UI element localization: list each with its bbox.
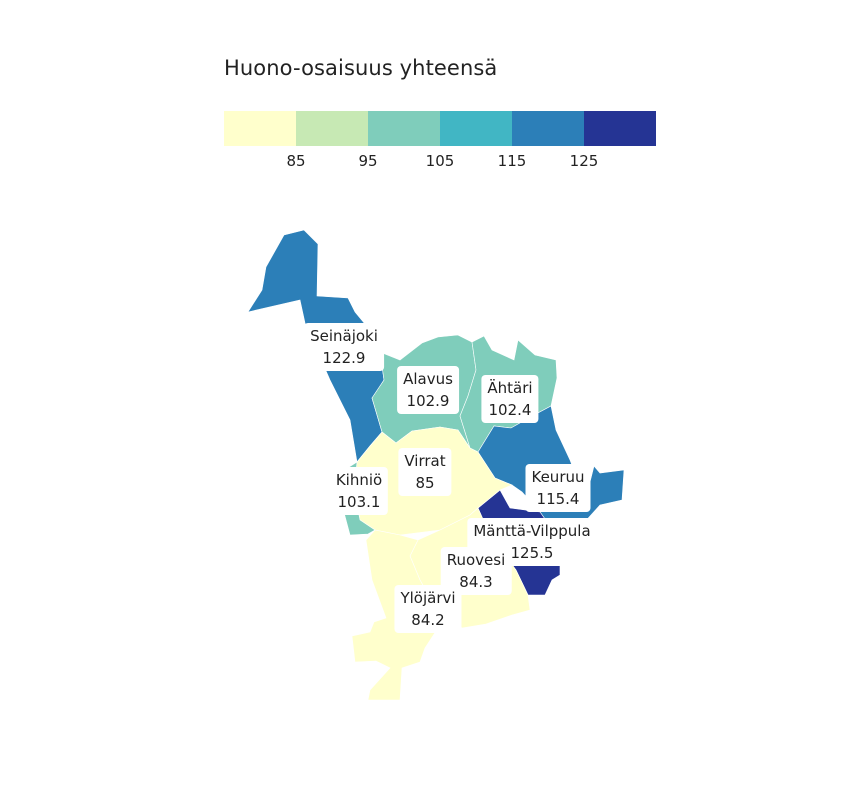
legend-tick: 115 xyxy=(497,152,527,170)
label-virrat: Virrat 85 xyxy=(398,448,452,496)
label-value: 102.4 xyxy=(488,401,532,419)
label-name: Ähtäri xyxy=(487,379,533,397)
label-name: Ruovesi xyxy=(446,551,506,569)
legend-swatch-4 xyxy=(440,111,512,146)
label-value: 102.9 xyxy=(406,392,450,410)
label-ruovesi: Ruovesi 84.3 xyxy=(440,547,512,595)
label-kihnio: Kihniö 103.1 xyxy=(329,467,389,515)
legend-swatch-5 xyxy=(512,111,584,146)
label-name: Ylöjärvi xyxy=(400,589,456,607)
label-ylojarvi: Ylöjärvi 84.2 xyxy=(394,585,462,633)
legend-swatches xyxy=(224,111,656,146)
label-ahtari: Ähtäri 102.4 xyxy=(481,375,539,423)
label-mantta: Mänttä-Vilppula 125.5 xyxy=(467,518,597,566)
label-value: 125.5 xyxy=(510,544,554,562)
label-name: Virrat xyxy=(404,452,446,470)
label-name: Mänttä-Vilppula xyxy=(473,522,591,540)
legend-tick: 105 xyxy=(425,152,455,170)
label-value: 84.3 xyxy=(459,573,493,591)
color-legend: 85 95 105 115 125 xyxy=(224,111,656,176)
label-name: Keuruu xyxy=(531,468,585,486)
label-keuruu: Keuruu 115.4 xyxy=(525,464,591,512)
label-value: 84.2 xyxy=(411,611,445,629)
legend-swatch-1 xyxy=(224,111,296,146)
label-value: 115.4 xyxy=(536,490,580,508)
label-name: Kihniö xyxy=(335,471,383,489)
label-value: 85 xyxy=(415,474,435,492)
legend-tick: 85 xyxy=(286,152,306,170)
legend-title: Huono-osaisuus yhteensä xyxy=(224,56,498,80)
legend-swatch-3 xyxy=(368,111,440,146)
legend-swatch-2 xyxy=(296,111,368,146)
legend-ticks: 85 95 105 115 125 xyxy=(224,146,656,176)
label-name: Seinäjoki xyxy=(310,327,378,345)
label-alavus: Alavus 102.9 xyxy=(397,366,459,414)
label-value: 103.1 xyxy=(337,493,381,511)
label-name: Alavus xyxy=(403,370,453,388)
label-value: 122.9 xyxy=(322,349,366,367)
legend-tick: 95 xyxy=(358,152,378,170)
legend-swatch-6 xyxy=(584,111,656,146)
legend-tick: 125 xyxy=(569,152,599,170)
label-seinajoki: Seinäjoki 122.9 xyxy=(304,323,384,371)
